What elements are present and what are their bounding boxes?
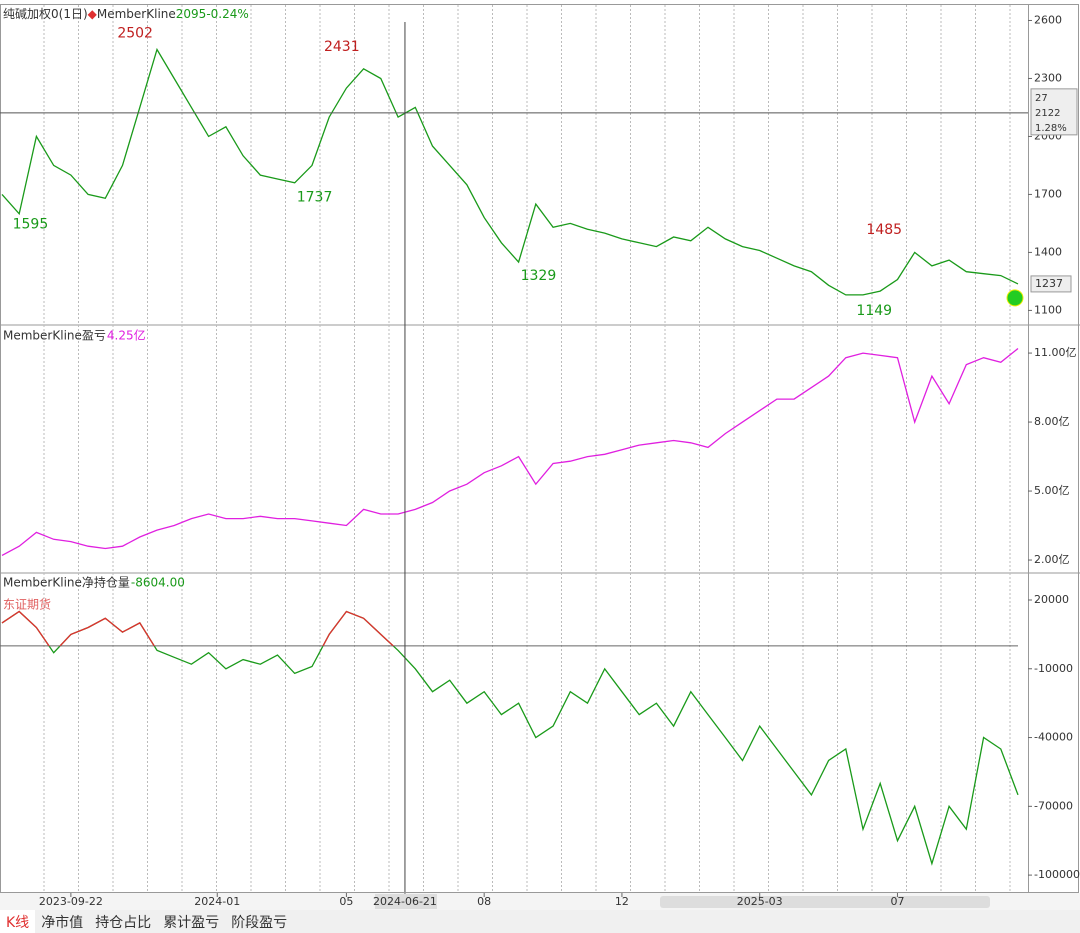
x-tick-label: 07 [890, 895, 904, 908]
y-tick-label: 2300 [1034, 71, 1062, 84]
series-line [1, 347, 1019, 556]
series-line-up [1, 610, 395, 646]
x-tick-label: 2024-06-21 [373, 895, 437, 908]
panel-title: MemberKline净持仓量 [3, 575, 130, 590]
y-tick-label: 11.00亿 [1034, 346, 1077, 359]
y-tick-label: -10000 [1034, 662, 1073, 675]
tab[interactable]: 持仓占比 [95, 915, 152, 931]
broker: 东证期货 [3, 597, 51, 612]
crosshair-price: 2122 [1035, 108, 1060, 119]
tab[interactable]: 净市值 [41, 915, 84, 931]
y-tick-label: -40000 [1034, 731, 1073, 744]
x-tick-label: 2024-01 [194, 895, 240, 908]
low-label: 1329 [521, 268, 557, 284]
crosshair-pct: 1.28% [1035, 123, 1067, 134]
low-label: 1737 [297, 189, 333, 205]
high-label: 2431 [324, 39, 360, 55]
indicator: MemberKline [97, 7, 176, 21]
x-tick-label: 05 [339, 895, 353, 908]
y-tick-label: 1400 [1034, 245, 1062, 258]
scrollbar[interactable] [660, 896, 990, 908]
y-tick-label: 8.00亿 [1034, 415, 1070, 428]
quote: 2095 [176, 7, 207, 21]
smiley [1006, 289, 1024, 307]
tab[interactable]: 累计盈亏 [163, 915, 220, 931]
diamond: ◆ [88, 7, 98, 21]
x-tick-label: 12 [615, 895, 629, 908]
tab[interactable]: 阶段盈亏 [231, 915, 288, 931]
last-price: 1237 [1035, 277, 1063, 290]
series-line [1, 47, 1019, 296]
y-tick-label: 5.00亿 [1034, 484, 1070, 497]
x-tick-label: 2023-09-22 [39, 895, 103, 908]
panel-title: 纯碱加权0(1日)◆MemberKline2095-0.24% [3, 7, 249, 21]
title: 纯碱加权0(1日) [3, 7, 88, 21]
change: -0.24% [206, 7, 248, 21]
y-tick-label: 1100 [1034, 303, 1062, 316]
last-box [1030, 275, 1072, 293]
y-tick-label: -70000 [1034, 799, 1073, 812]
series-line [1, 610, 1019, 866]
x-tick-label: 08 [477, 895, 491, 908]
low-label: 1149 [856, 303, 892, 319]
y-tick-label: 2.00亿 [1034, 553, 1070, 566]
tab-bar: K线 净市值 持仓占比 累计盈亏 阶段盈亏 [0, 910, 1080, 933]
cursor-label-bg [374, 894, 437, 909]
frame [0, 4, 1079, 893]
y-tick-label: -100000 [1034, 868, 1080, 881]
panel-value: 4.25亿 [107, 328, 146, 343]
high-label: 1485 [866, 222, 902, 238]
panel-title: MemberKline盈亏 [3, 329, 106, 343]
low-label: 1595 [13, 217, 49, 233]
chart: 260023002000170014001100纯碱加权0(1日)◆Member… [0, 4, 1080, 910]
tab[interactable]: K线 [0, 910, 36, 933]
crosshair-diff: 27 [1035, 93, 1048, 104]
x-tick-label: 2025-03 [737, 895, 783, 908]
panel-value: -8604.00 [131, 576, 185, 590]
y-tick-label: 2600 [1034, 13, 1062, 26]
crosshair-box [1030, 88, 1078, 136]
high-label: 2502 [117, 25, 153, 41]
y-tick-label: 1700 [1034, 187, 1062, 200]
y-tick-label: 20000 [1034, 593, 1069, 606]
